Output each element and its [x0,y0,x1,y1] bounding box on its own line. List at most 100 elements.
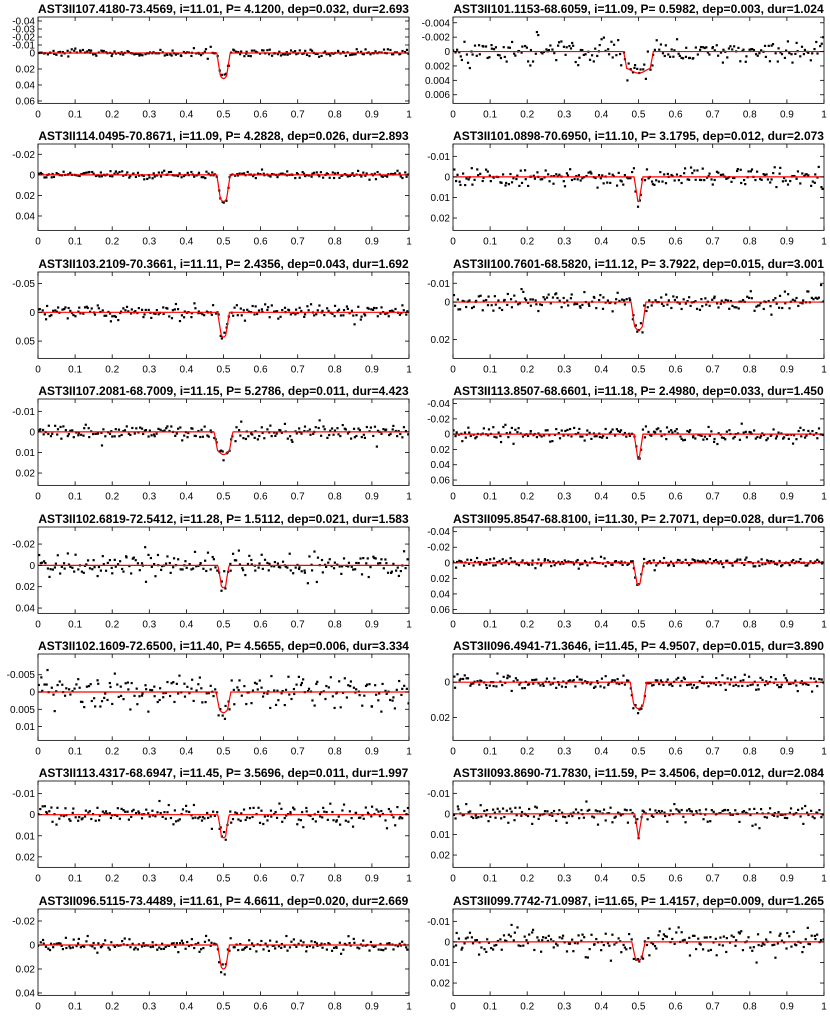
data-point [133,432,136,435]
data-point [738,821,741,824]
data-point [219,334,222,337]
data-point [808,942,811,945]
data-point [235,812,239,815]
data-point [776,683,779,686]
data-point [616,677,619,681]
data-point [56,683,59,687]
data-point [623,298,626,302]
data-point [459,677,462,680]
data-point [789,682,792,685]
data-point [158,946,161,949]
data-point [784,677,787,680]
data-point [339,706,342,709]
data-point [820,816,823,819]
data-point [69,172,72,175]
data-point [373,556,376,559]
data-point [88,566,92,569]
data-point [737,684,740,688]
data-point [294,308,298,311]
data-point [816,297,819,300]
x-tick-label: 0.6 [669,237,683,248]
data-point [515,178,518,181]
data-point [247,310,250,313]
data-point [500,948,503,951]
data-point [318,175,321,178]
data-point [745,55,748,58]
data-point [281,820,284,824]
data-point [634,575,637,579]
data-point [241,566,244,569]
data-point [111,52,114,55]
data-point [574,685,577,688]
data-point [110,430,113,433]
data-point [203,425,206,428]
data-point [775,186,778,189]
data-point [322,425,325,428]
data-point [246,171,249,174]
data-point [494,46,498,49]
data-point [626,563,629,566]
data-point [604,564,607,567]
data-point [377,561,380,565]
data-point [393,707,396,710]
data-point [352,53,355,56]
data-point [297,675,300,678]
data-point [55,172,58,175]
data-point [47,432,50,436]
data-point [271,944,274,947]
data-point [132,556,135,559]
data-point [642,810,646,814]
data-point [479,804,482,807]
data-point [194,306,197,310]
data-point [513,294,516,297]
data-point [325,53,328,56]
data-point [123,429,127,432]
data-point [127,309,130,313]
data-point [804,563,807,567]
data-point [525,813,528,816]
light-curve-panel: AST3II102.6819-72.5412, i=11.28, P= 1.51… [12,512,412,630]
data-point [102,428,105,431]
data-point [398,942,401,945]
y-tick-label: 0.01 [16,448,36,459]
data-point [303,430,306,433]
data-point [816,684,819,688]
data-point [285,934,288,937]
data-point [38,307,41,310]
data-point [175,432,178,435]
data-point [655,947,658,950]
x-tick-label: 0.4 [594,1001,608,1012]
data-point [602,182,605,185]
data-point [779,814,782,817]
data-point [72,313,75,316]
data-point [173,308,176,311]
data-point [496,807,499,811]
data-point [692,57,695,60]
data-point [164,817,167,821]
data-point [771,43,775,46]
data-point [801,682,804,686]
data-point [102,562,105,565]
data-point [787,437,790,441]
data-point [776,60,779,63]
data-point [573,426,576,430]
data-point [589,171,592,174]
data-point [283,422,287,426]
data-point [785,679,789,682]
data-point [401,817,404,820]
data-point [245,52,248,55]
data-point [541,52,544,55]
data-point [659,812,662,815]
data-point [707,175,710,178]
data-point [490,44,493,47]
data-point [789,807,793,810]
data-point [74,816,77,819]
data-point [46,304,49,307]
data-point [640,707,643,710]
x-tick-label: 0.4 [179,237,193,248]
data-point [529,64,532,67]
data-point [342,308,346,311]
data-point [110,940,113,943]
data-point [726,299,730,302]
data-point [793,299,797,302]
